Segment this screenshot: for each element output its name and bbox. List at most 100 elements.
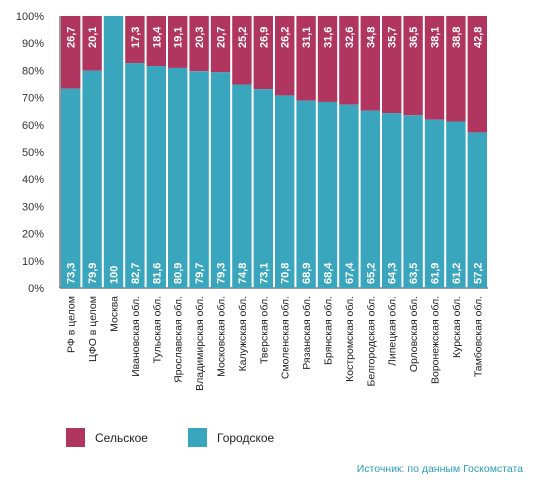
data-label-rural: 26,2 xyxy=(280,27,292,48)
bar-rural xyxy=(467,16,487,133)
bar-urban xyxy=(296,100,316,288)
bar-rural xyxy=(424,16,445,120)
bar-urban xyxy=(232,84,252,288)
source-note: Источник: по данным Госкомстата xyxy=(356,463,523,475)
bar-rural xyxy=(339,16,359,105)
bar-rural xyxy=(168,16,188,68)
bar-urban xyxy=(317,101,338,289)
data-label-rural: 20,1 xyxy=(87,27,99,48)
bar-rural xyxy=(232,16,252,85)
bar-urban xyxy=(253,89,273,288)
category-label: Тверская обл. xyxy=(258,296,270,364)
bar-rural xyxy=(146,16,166,67)
category-label: РФ в целом xyxy=(66,296,78,353)
data-label-rural: 31,6 xyxy=(323,27,335,48)
data-label-rural: 34,8 xyxy=(365,27,377,48)
category-label: Костромская обл. xyxy=(344,296,356,382)
bar-urban xyxy=(275,95,295,288)
bar-urban xyxy=(360,110,380,288)
data-label-urban: 79,9 xyxy=(87,263,99,284)
bar-urban xyxy=(125,63,145,288)
bar-rural xyxy=(360,16,380,111)
data-label-rural: 38,8 xyxy=(451,27,463,48)
data-label-rural: 20,3 xyxy=(194,27,206,48)
bar-rural xyxy=(382,16,402,114)
data-label-rural: 19,1 xyxy=(173,27,185,48)
y-tick-label: 90% xyxy=(22,38,44,50)
bar-urban xyxy=(424,119,445,288)
bar-rural xyxy=(275,16,295,96)
bar-rural xyxy=(125,16,145,64)
bar-urban xyxy=(103,16,124,288)
legend-item-rural: Сельское xyxy=(66,428,148,447)
data-label-urban: 79,7 xyxy=(194,263,206,284)
data-label-urban: 61,2 xyxy=(451,263,463,284)
bar-urban xyxy=(446,121,466,288)
bar-urban xyxy=(61,88,81,289)
bar-rural xyxy=(446,16,466,122)
data-label-rural: 20,7 xyxy=(216,27,228,48)
category-label: Московская обл. xyxy=(216,296,228,377)
bar-rural xyxy=(82,16,102,71)
data-label-urban: 81,6 xyxy=(151,263,163,284)
data-label-urban: 73,3 xyxy=(66,263,78,284)
category-label: Смоленская обл. xyxy=(280,296,292,379)
category-label: Тамбовская обл. xyxy=(472,296,484,377)
y-tick-label: 20% xyxy=(22,229,44,241)
data-label-rural: 25,2 xyxy=(237,27,249,48)
category-label: Белгородская обл. xyxy=(365,296,377,386)
data-label-rural: 26,9 xyxy=(258,27,270,48)
data-label-urban: 67,4 xyxy=(344,262,356,284)
y-tick-label: 30% xyxy=(22,201,44,213)
data-label-urban: 68,9 xyxy=(301,263,313,284)
category-label: Рязанская обл. xyxy=(301,296,313,370)
category-label: Брянская обл. xyxy=(323,296,335,365)
data-label-rural: 42,8 xyxy=(472,27,484,48)
bar-urban xyxy=(168,67,188,289)
category-label: Тульская обл. xyxy=(151,296,163,363)
category-label: Москва xyxy=(109,296,121,332)
data-label-urban: 79,3 xyxy=(216,263,228,284)
data-label-rural: 17,3 xyxy=(130,27,142,48)
bar-rural xyxy=(210,16,231,73)
y-tick-label: 10% xyxy=(22,256,44,268)
y-tick-label: 100% xyxy=(16,11,44,23)
data-label-urban: 80,9 xyxy=(173,263,185,284)
category-label: Липецкая обл. xyxy=(387,296,399,366)
y-tick-label: 60% xyxy=(22,120,44,132)
bar-urban xyxy=(82,70,102,288)
legend-label-rural: Сельское xyxy=(95,430,148,445)
stacked-bar-chart: 0% 10% 20% 30% 40% 50% 60% 70% 80% 90% 100% 73,3 26,… xyxy=(16,11,488,391)
category-label: Владимирская обл. xyxy=(194,296,206,391)
category-label: Калужская обл. xyxy=(237,296,249,371)
category-label: Ивановская обл. xyxy=(130,296,142,377)
data-label-urban: 73,1 xyxy=(258,263,270,284)
legend-item-urban: Городское xyxy=(188,428,274,447)
category-label: Ярославская обл. xyxy=(173,296,185,383)
data-label-rural: 38,1 xyxy=(430,27,442,48)
bar-urban xyxy=(339,104,359,288)
bar-urban xyxy=(403,115,423,288)
data-label-rural: 36,5 xyxy=(408,27,420,48)
data-label-urban: 57,2 xyxy=(472,263,484,284)
bar-urban xyxy=(467,132,487,288)
category-label: Курская обл. xyxy=(451,296,463,358)
data-label-urban: 63,5 xyxy=(408,263,420,284)
bar-urban xyxy=(189,71,209,288)
legend-swatch-urban xyxy=(188,428,207,447)
y-tick-label: 70% xyxy=(22,93,44,105)
data-label-rural: 26,7 xyxy=(66,27,78,48)
bar-rural xyxy=(317,16,338,102)
data-label-urban: 64,3 xyxy=(387,263,399,284)
category-label: ЦФО в целом xyxy=(87,296,99,362)
data-label-urban: 61,9 xyxy=(430,263,442,284)
y-tick-label: 80% xyxy=(22,65,44,77)
bar-urban xyxy=(382,113,402,288)
category-label: Орловская обл. xyxy=(408,296,420,372)
bar-rural xyxy=(61,16,81,89)
legend-swatch-rural xyxy=(66,428,85,447)
bar-urban xyxy=(146,66,166,288)
data-label-rural: 35,7 xyxy=(387,27,399,48)
data-label-urban: 65,2 xyxy=(365,263,377,284)
bar-rural xyxy=(253,16,273,90)
